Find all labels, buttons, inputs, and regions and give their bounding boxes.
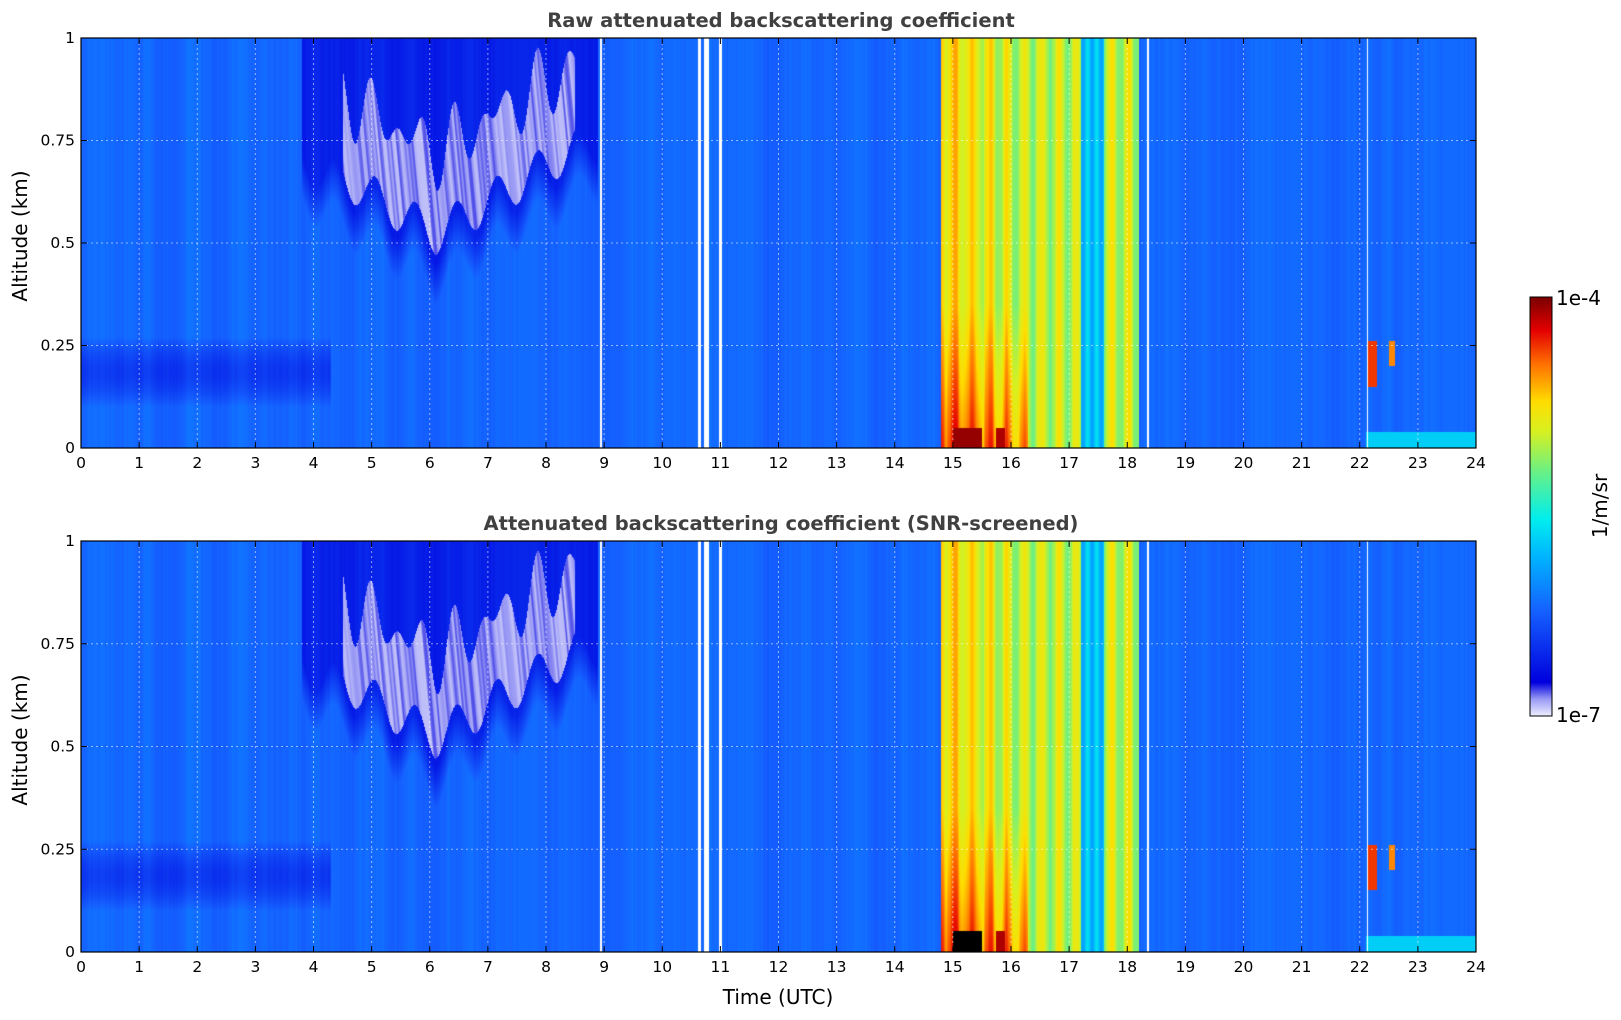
panel-screened: Attenuated backscattering coefficient (S… — [8, 512, 1486, 1009]
colorbar: 1e-4 1e-7 1/m/sr — [1529, 286, 1612, 727]
x-tick-label: 0 — [76, 454, 86, 472]
panel-2-xticks: 0 1 2 3 4 5 6 7 8 9 10 11 12 13 14 15 16 17 18 19 20 21 22 23 24 — [76, 541, 1486, 976]
x-tick-label: 18 — [1117, 958, 1137, 976]
colorbar-label: 1/m/sr — [1588, 473, 1612, 538]
x-tick-label: 20 — [1234, 958, 1254, 976]
x-tick-label: 16 — [1001, 958, 1021, 976]
y-tick-label: 1 — [65, 29, 75, 47]
x-tick-label: 0 — [76, 958, 86, 976]
x-tick-label: 2 — [192, 454, 202, 472]
x-tick-label: 3 — [250, 454, 260, 472]
x-tick-label: 8 — [541, 454, 551, 472]
panel-1-xticks: 0 1 2 3 4 5 6 7 8 9 10 11 12 13 14 15 16 17 18 19 20 21 22 23 24 — [76, 38, 1486, 472]
x-tick-label: 4 — [309, 958, 319, 976]
x-tick-label: 24 — [1466, 454, 1486, 472]
x-tick-label: 14 — [885, 958, 905, 976]
x-tick-label: 11 — [711, 958, 731, 976]
colorbar-max-label: 1e-4 — [1556, 286, 1601, 310]
x-tick-label: 3 — [250, 958, 260, 976]
y-tick-label: 0.75 — [40, 132, 75, 150]
y-tick-label: 1 — [65, 532, 75, 550]
y-tick-label: 0.25 — [40, 337, 75, 355]
x-tick-label: 17 — [1059, 454, 1079, 472]
x-tick-label: 16 — [1001, 454, 1021, 472]
panel-2-ylabel: Altitude (km) — [8, 674, 32, 805]
x-tick-label: 15 — [943, 958, 963, 976]
y-tick-label: 0.75 — [40, 635, 75, 653]
x-tick-label: 23 — [1408, 454, 1428, 472]
x-tick-label: 19 — [1176, 958, 1196, 976]
y-tick-label: 0 — [65, 943, 75, 961]
x-tick-label: 9 — [599, 958, 609, 976]
x-tick-label: 17 — [1059, 958, 1079, 976]
x-tick-label: 12 — [769, 454, 789, 472]
x-tick-label: 10 — [652, 958, 672, 976]
x-tick-label: 6 — [425, 454, 435, 472]
x-tick-label: 15 — [943, 454, 963, 472]
x-tick-label: 6 — [425, 958, 435, 976]
panel-1-yticks: 0 0.25 0.5 0.75 1 — [40, 29, 1476, 457]
x-tick-label: 5 — [367, 958, 377, 976]
colorbar-min-label: 1e-7 — [1556, 703, 1601, 727]
y-tick-label: 0.25 — [40, 840, 75, 858]
panel-2-title: Attenuated backscattering coefficient (S… — [484, 512, 1079, 535]
x-tick-label: 13 — [827, 454, 847, 472]
x-tick-label: 22 — [1350, 454, 1370, 472]
y-tick-label: 0 — [65, 439, 75, 457]
x-tick-label: 21 — [1292, 958, 1312, 976]
x-tick-label: 12 — [769, 958, 789, 976]
x-tick-label: 11 — [711, 454, 731, 472]
x-tick-label: 24 — [1466, 958, 1486, 976]
x-tick-label: 4 — [309, 454, 319, 472]
x-tick-label: 20 — [1234, 454, 1254, 472]
panel-2-yticks: 0 0.25 0.5 0.75 1 — [40, 532, 1476, 961]
panel-raw: Raw attenuated backscattering coefficien… — [8, 9, 1486, 472]
x-tick-label: 13 — [827, 958, 847, 976]
x-tick-label: 7 — [483, 454, 493, 472]
x-tick-label: 19 — [1176, 454, 1196, 472]
panel-1-grid — [81, 38, 1476, 448]
y-tick-label: 0.5 — [50, 234, 75, 252]
x-tick-label: 1 — [134, 958, 144, 976]
x-tick-label: 9 — [599, 454, 609, 472]
x-tick-label: 22 — [1350, 958, 1370, 976]
x-tick-label: 23 — [1408, 958, 1428, 976]
panel-2-grid — [81, 541, 1476, 952]
colorbar-gradient — [1529, 296, 1553, 717]
panel-1-title: Raw attenuated backscattering coefficien… — [547, 9, 1015, 32]
y-tick-label: 0.5 — [50, 738, 75, 756]
x-tick-label: 18 — [1117, 454, 1137, 472]
x-tick-label: 14 — [885, 454, 905, 472]
x-tick-label: 7 — [483, 958, 493, 976]
x-tick-label: 10 — [652, 454, 672, 472]
x-tick-label: 5 — [367, 454, 377, 472]
x-tick-label: 21 — [1292, 454, 1312, 472]
panel-2-xlabel: Time (UTC) — [722, 985, 834, 1009]
panel-1-ylabel: Altitude (km) — [8, 170, 32, 301]
x-tick-label: 2 — [192, 958, 202, 976]
x-tick-label: 1 — [134, 454, 144, 472]
x-tick-label: 8 — [541, 958, 551, 976]
